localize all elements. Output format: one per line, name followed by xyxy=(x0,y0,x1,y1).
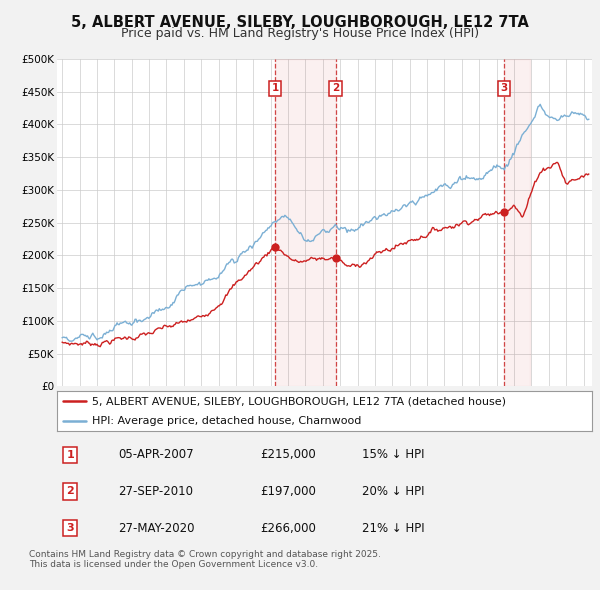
Text: £215,000: £215,000 xyxy=(260,448,316,461)
Text: 5, ALBERT AVENUE, SILEBY, LOUGHBOROUGH, LE12 7TA: 5, ALBERT AVENUE, SILEBY, LOUGHBOROUGH, … xyxy=(71,15,529,30)
Text: 27-SEP-2010: 27-SEP-2010 xyxy=(119,485,194,498)
Text: 20% ↓ HPI: 20% ↓ HPI xyxy=(362,485,425,498)
Text: 2: 2 xyxy=(67,486,74,496)
Text: HPI: Average price, detached house, Charnwood: HPI: Average price, detached house, Char… xyxy=(92,416,361,425)
Text: Price paid vs. HM Land Registry's House Price Index (HPI): Price paid vs. HM Land Registry's House … xyxy=(121,27,479,40)
Text: Contains HM Land Registry data © Crown copyright and database right 2025.
This d: Contains HM Land Registry data © Crown c… xyxy=(29,550,380,569)
Text: 15% ↓ HPI: 15% ↓ HPI xyxy=(362,448,425,461)
Bar xyxy=(275,59,336,386)
Text: 5, ALBERT AVENUE, SILEBY, LOUGHBOROUGH, LE12 7TA (detached house): 5, ALBERT AVENUE, SILEBY, LOUGHBOROUGH, … xyxy=(92,396,506,407)
Text: 1: 1 xyxy=(67,450,74,460)
Text: £266,000: £266,000 xyxy=(260,522,316,535)
Text: 3: 3 xyxy=(67,523,74,533)
Text: 3: 3 xyxy=(500,83,508,93)
Text: 21% ↓ HPI: 21% ↓ HPI xyxy=(362,522,425,535)
Text: 27-MAY-2020: 27-MAY-2020 xyxy=(119,522,195,535)
Text: £197,000: £197,000 xyxy=(260,485,316,498)
Bar xyxy=(504,59,530,386)
Text: 1: 1 xyxy=(272,83,279,93)
Text: 05-APR-2007: 05-APR-2007 xyxy=(119,448,194,461)
Text: 2: 2 xyxy=(332,83,340,93)
